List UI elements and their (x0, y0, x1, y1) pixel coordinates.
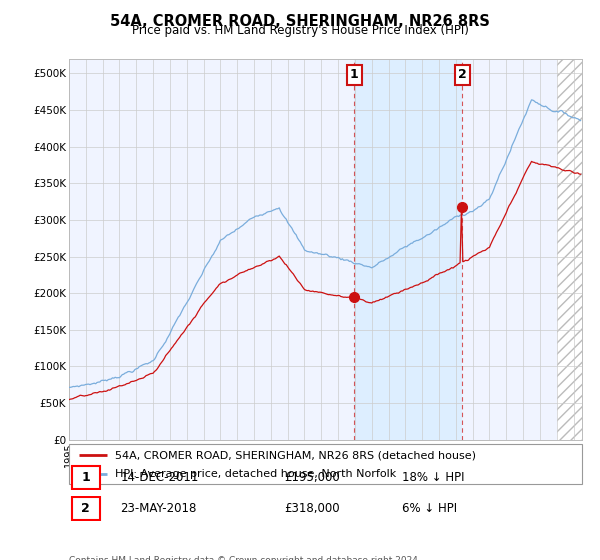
FancyBboxPatch shape (71, 497, 100, 520)
Text: Price paid vs. HM Land Registry's House Price Index (HPI): Price paid vs. HM Land Registry's House … (131, 24, 469, 36)
Text: 14-DEC-2011: 14-DEC-2011 (121, 470, 199, 484)
Text: £195,000: £195,000 (284, 470, 340, 484)
Bar (354, 59, 462, 440)
Text: 2: 2 (81, 502, 90, 515)
Bar (557, 59, 582, 440)
Text: 1: 1 (81, 470, 90, 484)
Text: 1: 1 (350, 68, 359, 81)
Text: 54A, CROMER ROAD, SHERINGHAM, NR26 8RS (detached house): 54A, CROMER ROAD, SHERINGHAM, NR26 8RS (… (115, 450, 476, 460)
Text: 6% ↓ HPI: 6% ↓ HPI (403, 502, 458, 515)
Text: £318,000: £318,000 (284, 502, 340, 515)
Text: 18% ↓ HPI: 18% ↓ HPI (403, 470, 465, 484)
FancyBboxPatch shape (69, 444, 582, 484)
Text: Contains HM Land Registry data © Crown copyright and database right 2024.
This d: Contains HM Land Registry data © Crown c… (69, 556, 421, 560)
Text: 54A, CROMER ROAD, SHERINGHAM, NR26 8RS: 54A, CROMER ROAD, SHERINGHAM, NR26 8RS (110, 14, 490, 29)
FancyBboxPatch shape (71, 465, 100, 489)
Text: 23-MAY-2018: 23-MAY-2018 (121, 502, 197, 515)
Text: 2: 2 (458, 68, 466, 81)
Text: HPI: Average price, detached house, North Norfolk: HPI: Average price, detached house, Nort… (115, 469, 397, 479)
